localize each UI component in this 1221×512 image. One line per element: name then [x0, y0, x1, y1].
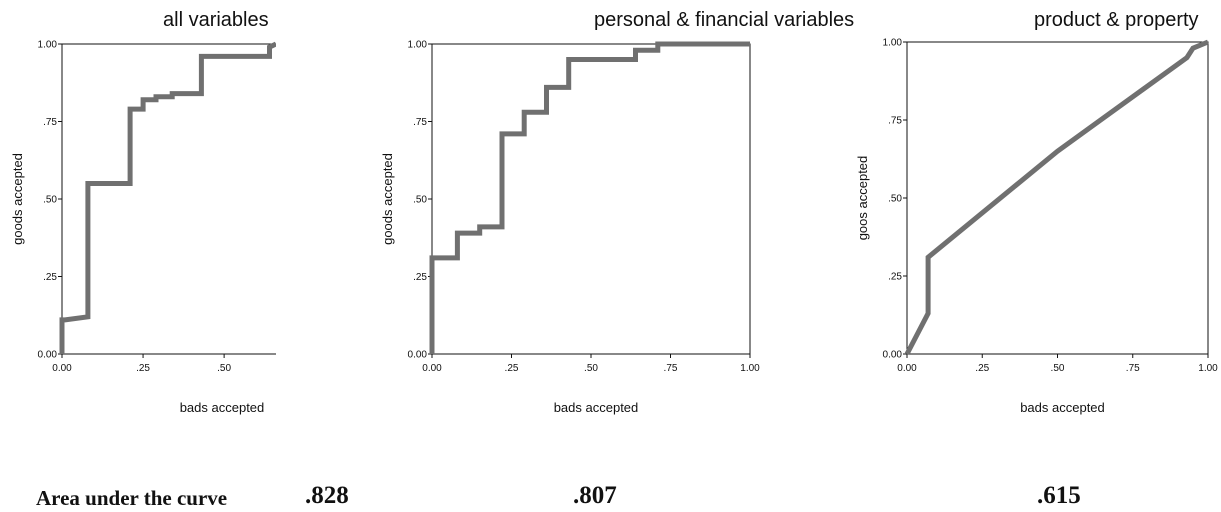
axes-frame-all-variables — [61, 43, 276, 355]
y-tick-label: 0.00 — [883, 350, 903, 361]
y-tick-label: .75 — [888, 116, 902, 127]
y-tick-label: .25 — [43, 272, 57, 283]
x-tick-label: 1.00 — [1198, 363, 1218, 374]
x-tick-label: 0.00 — [897, 363, 917, 374]
x-tick-label: .50 — [584, 363, 598, 374]
x-tick-label: .25 — [975, 363, 989, 374]
y-tick-label: .25 — [413, 272, 427, 283]
x-axis-label-all-variables: bads accepted — [180, 400, 265, 415]
y-tick-label: 0.00 — [38, 350, 58, 361]
chart-personal-financial: personal & financial variables 0.00 .25 .50… — [380, 9, 854, 415]
y-tick-label: 1.00 — [38, 40, 58, 51]
y-tick-label: .50 — [43, 195, 57, 206]
x-axis-label-personal-financial: bads accepted — [554, 400, 639, 415]
chart-all-variables: all variables 0.00 .25 .50 .75 1.00 0.00 .25 .50… — [10, 9, 276, 415]
y-tick-label: .75 — [43, 117, 57, 128]
y-tick-label: .50 — [413, 195, 427, 206]
y-tick-label: .25 — [888, 272, 902, 283]
x-tick-label: .50 — [217, 363, 231, 374]
y-tick-label: 1.00 — [408, 40, 428, 51]
y-tick-label: 1.00 — [883, 38, 903, 49]
y-axis-label-product-property: goos accepted — [855, 156, 870, 241]
chart-title-product-property: product & property — [1034, 9, 1199, 31]
x-tick-label: 1.00 — [740, 363, 760, 374]
x-tick-label: .50 — [1051, 363, 1065, 374]
x-tick-label: 0.00 — [52, 363, 72, 374]
y-tick-label: 0.00 — [408, 350, 428, 361]
x-tick-label: .25 — [505, 363, 519, 374]
roc-curve-all-variables — [59, 41, 276, 354]
axes-frame-personal-financial — [431, 43, 751, 355]
roc-curve-product-property — [904, 39, 1209, 356]
y-axis-label-all-variables: goods accepted — [10, 153, 25, 245]
axes-frame-product-property — [906, 41, 1209, 355]
x-tick-label: 0.00 — [422, 363, 442, 374]
roc-curve-personal-financial — [429, 41, 750, 354]
y-axis-label-personal-financial: goods accepted — [380, 153, 395, 245]
x-tick-label: .75 — [1126, 363, 1140, 374]
auc-value-personal-financial: .807 — [573, 482, 617, 509]
x-axis-label-product-property: bads accepted — [1020, 400, 1105, 415]
chart-title-all-variables: all variables — [163, 9, 269, 31]
auc-value-all-variables: .828 — [305, 482, 349, 509]
y-tick-label: .50 — [888, 194, 902, 205]
chart-title-personal-financial: personal & financial variables — [594, 9, 854, 31]
y-tick-label: .75 — [413, 117, 427, 128]
auc-value-product-property: .615 — [1037, 482, 1081, 509]
chart-product-property: product & property 0.00 .25 .50 .75 1.00 0.00.… — [855, 9, 1218, 415]
auc-row-label: Area under the curve — [36, 486, 228, 510]
x-tick-label: .75 — [664, 363, 678, 374]
x-tick-label: .25 — [136, 363, 150, 374]
